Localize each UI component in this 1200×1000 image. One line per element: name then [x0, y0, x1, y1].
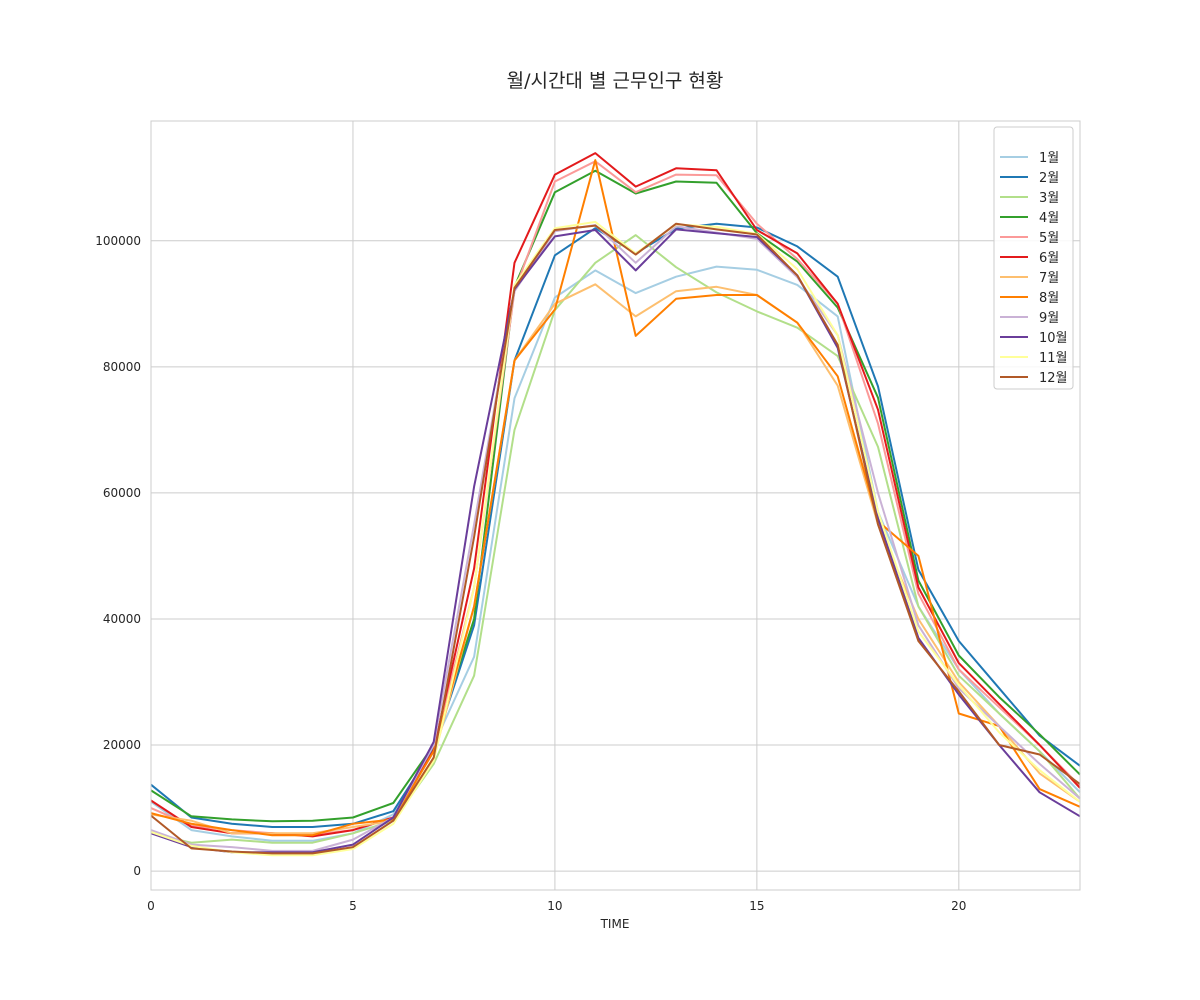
series-line-8	[150, 159, 1081, 837]
y-tick-label: 100000	[95, 234, 141, 248]
series-lines	[150, 152, 1081, 857]
y-tick-label: 20000	[103, 738, 141, 752]
plot-frame	[150, 120, 1081, 891]
legend-entry: 10월	[1039, 331, 1068, 346]
legend-entry: 11월	[1039, 351, 1068, 366]
chart-title: 월/시간대 별 근무인구 현황	[507, 70, 724, 92]
x-tick-labels: 0 5 10 15 20	[147, 899, 966, 913]
legend-entry: 3월	[1039, 191, 1059, 206]
legend: 1월 2월 3월 4월 5월 6월 7월 8월 9월 10월 11월 12월	[993, 126, 1074, 390]
x-tick-label: 15	[749, 899, 764, 913]
series-line-9	[150, 224, 1081, 852]
x-tick-label: 0	[147, 899, 155, 913]
plot-background	[151, 121, 1080, 890]
series-line-11	[150, 220, 1081, 857]
grid-lines	[150, 121, 1080, 890]
legend-entry: 4월	[1039, 211, 1059, 226]
y-tick-label: 40000	[103, 612, 141, 626]
series-line-12	[150, 222, 1081, 855]
series-line-10	[150, 228, 1081, 854]
legend-box	[993, 126, 1074, 390]
y-tick-label: 0	[133, 864, 141, 878]
series-line-4	[150, 169, 1081, 823]
legend-entry: 8월	[1039, 291, 1059, 306]
x-tick-label: 5	[349, 899, 357, 913]
x-tick-label: 10	[547, 899, 562, 913]
y-tick-label: 80000	[103, 360, 141, 374]
legend-entry: 9월	[1039, 311, 1059, 326]
y-tick-label: 60000	[103, 486, 141, 500]
x-tick-label: 20	[951, 899, 966, 913]
legend-entry: 12월	[1039, 371, 1068, 386]
legend-entry: 1월	[1039, 151, 1059, 166]
legend-entry: 5월	[1039, 231, 1059, 246]
legend-entry: 7월	[1039, 271, 1059, 286]
x-axis-label: TIME	[600, 917, 630, 931]
y-tick-labels: 0 20000 40000 60000 80000 100000	[95, 234, 141, 878]
legend-entry: 6월	[1039, 251, 1059, 266]
series-line-7	[150, 283, 1081, 835]
legend-entry: 2월	[1039, 171, 1059, 186]
